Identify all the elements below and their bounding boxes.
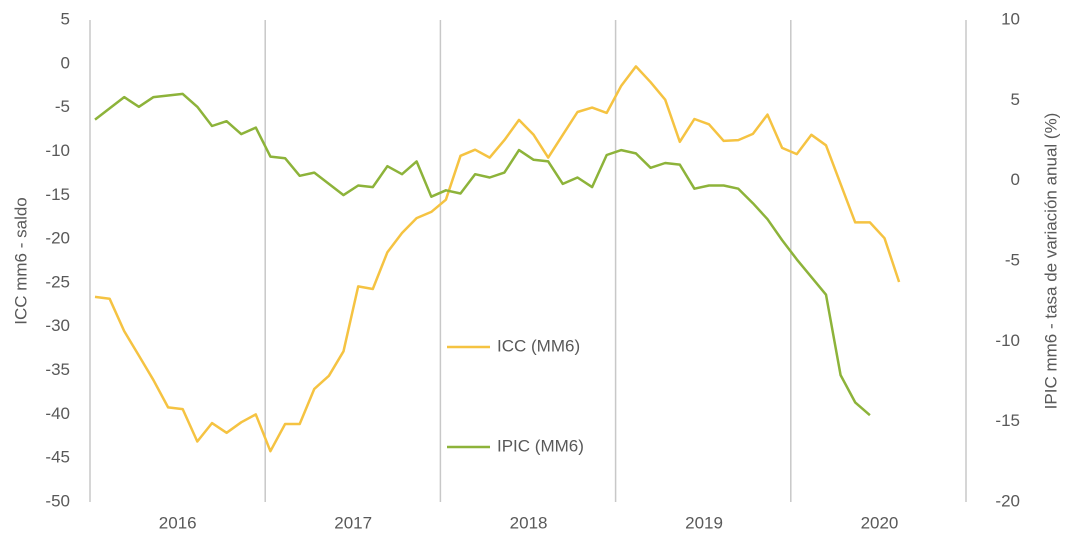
y2-axis-label: IPIC mm6 - tasa de variación anual (%) [1041,113,1060,410]
y-tick-label: -40 [45,404,70,423]
y-tick-label: 5 [61,9,70,28]
y2-tick-label: -10 [995,331,1020,350]
y2-tick-label: 5 [1011,90,1020,109]
x-tick-label: 2017 [334,513,372,532]
legend-label: ICC (MM6) [497,336,580,355]
y-tick-label: -25 [45,272,70,291]
y-tick-label: -15 [45,185,70,204]
y-axis-label: ICC mm6 - saldo [11,197,30,325]
y-tick-label: -50 [45,491,70,510]
y-tick-label: -20 [45,229,70,248]
x-tick-label: 2020 [861,513,899,532]
series-line [94,65,901,453]
series-line [94,92,871,417]
y2-tick-label: -5 [1005,250,1020,269]
y2-tick-label: -15 [995,411,1020,430]
y-tick-label: -10 [45,141,70,160]
y-tick-label: -5 [55,97,70,116]
y2-tick-label: 0 [1011,170,1020,189]
y-tick-label: -30 [45,316,70,335]
legend-label: IPIC (MM6) [497,436,584,455]
x-tick-label: 2016 [159,513,197,532]
x-tick-label: 2019 [685,513,723,532]
y2-tick-label: 10 [1001,9,1020,28]
y2-tick-label: -20 [995,491,1020,510]
y-tick-label: -45 [45,448,70,467]
y-tick-label: -35 [45,360,70,379]
y-tick-label: 0 [61,53,70,72]
x-tick-label: 2018 [510,513,548,532]
